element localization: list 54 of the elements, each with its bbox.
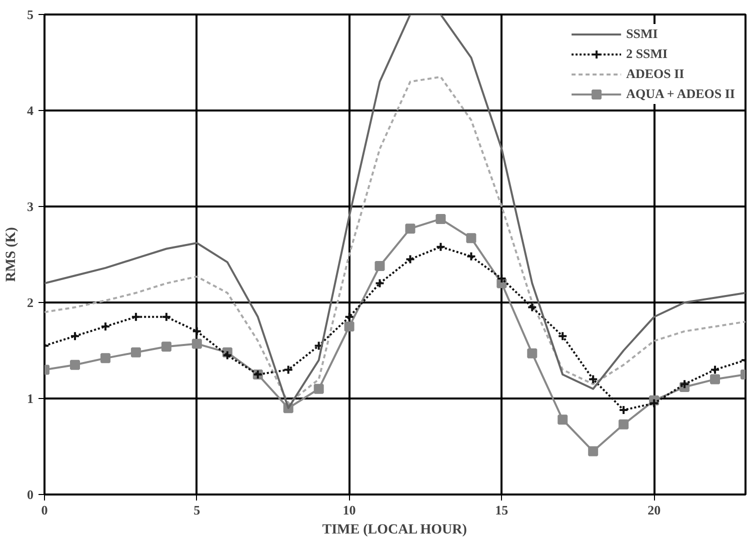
point xyxy=(649,398,660,408)
x-tick-label: 5 xyxy=(194,502,201,518)
y-tick-label: 5 xyxy=(27,7,34,22)
x-tick-label: 15 xyxy=(495,502,509,518)
x-tick-label: 0 xyxy=(41,502,48,518)
point xyxy=(496,274,507,284)
point xyxy=(192,326,202,336)
point xyxy=(100,322,110,332)
point xyxy=(283,364,294,375)
legend-label: 2 SSMI xyxy=(626,46,668,62)
point xyxy=(70,360,80,370)
point xyxy=(588,446,598,456)
legend-label: ADEOS II xyxy=(626,66,684,82)
point xyxy=(374,261,385,272)
legend-label: SSMI xyxy=(626,26,658,42)
point xyxy=(436,214,446,224)
point xyxy=(710,364,720,375)
point xyxy=(527,348,538,358)
point xyxy=(436,242,446,252)
x-tick-label: 10 xyxy=(342,502,356,518)
point xyxy=(618,419,629,430)
point xyxy=(405,254,416,264)
point xyxy=(405,224,416,234)
point xyxy=(558,331,568,342)
point xyxy=(314,384,324,394)
y-tick-label: 3 xyxy=(27,199,34,214)
y-tick-label: 0 xyxy=(27,487,34,502)
point xyxy=(161,342,172,352)
x-tick-label: 20 xyxy=(648,502,661,518)
y-tick-label: 4 xyxy=(27,103,34,118)
legend-label: AQUA + ADEOS II xyxy=(626,86,735,102)
point xyxy=(527,302,538,312)
point xyxy=(161,312,172,322)
point xyxy=(192,338,202,349)
point xyxy=(344,312,354,322)
x-axis-title: TIME (LOCAL HOUR) xyxy=(322,522,468,538)
y-tick-label: 2 xyxy=(27,295,34,310)
point xyxy=(466,233,476,244)
y-tick-label: 1 xyxy=(27,391,34,406)
point xyxy=(558,414,568,425)
point xyxy=(70,331,80,342)
point xyxy=(618,405,629,416)
y-axis-title: RMS (K) xyxy=(4,226,19,282)
point xyxy=(130,312,141,322)
point xyxy=(344,322,354,332)
point xyxy=(680,379,690,390)
point xyxy=(222,350,232,360)
point xyxy=(100,353,110,364)
point xyxy=(466,251,476,262)
point xyxy=(710,374,720,384)
point xyxy=(130,347,141,358)
point xyxy=(374,278,385,288)
point xyxy=(314,340,324,351)
point xyxy=(588,374,598,384)
